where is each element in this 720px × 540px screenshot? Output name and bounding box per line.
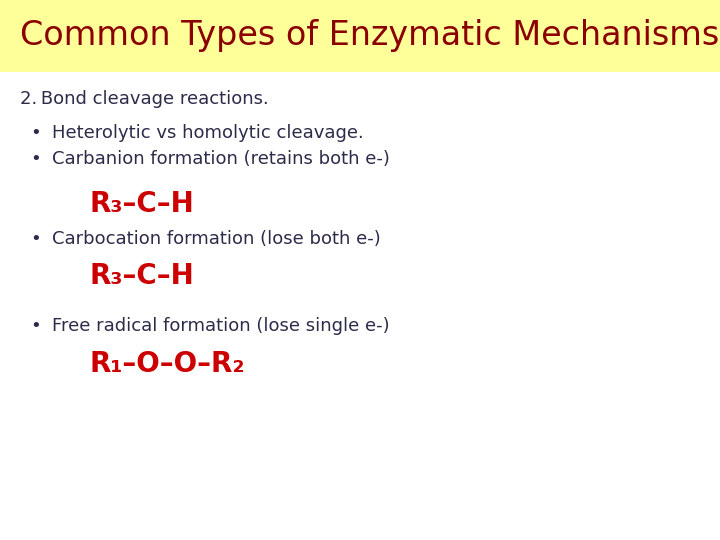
Text: Common Types of Enzymatic Mechanisms: Common Types of Enzymatic Mechanisms: [20, 19, 719, 52]
Text: •: •: [30, 124, 41, 142]
Text: R₃–C–H: R₃–C–H: [90, 190, 194, 218]
Text: Carbocation formation (lose both e-): Carbocation formation (lose both e-): [52, 230, 381, 248]
Text: 2. Bond cleavage reactions.: 2. Bond cleavage reactions.: [20, 90, 269, 108]
Text: R₃–C–H: R₃–C–H: [90, 262, 194, 290]
Text: •: •: [30, 150, 41, 168]
Text: •: •: [30, 230, 41, 248]
Text: R₁–O–O–R₂: R₁–O–O–R₂: [90, 350, 246, 378]
Text: Heterolytic vs homolytic cleavage.: Heterolytic vs homolytic cleavage.: [52, 124, 364, 142]
Text: Carbanion formation (retains both e-): Carbanion formation (retains both e-): [52, 150, 390, 168]
Text: Free radical formation (lose single e-): Free radical formation (lose single e-): [52, 317, 390, 335]
Text: •: •: [30, 317, 41, 335]
